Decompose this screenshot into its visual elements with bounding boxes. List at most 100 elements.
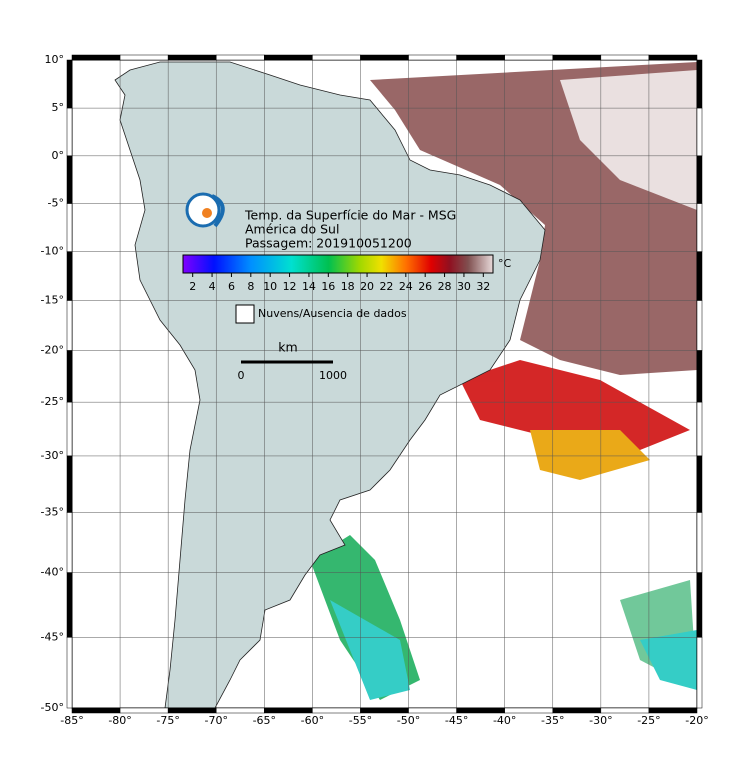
frame-band (66, 637, 73, 709)
frame-band (66, 572, 73, 638)
lon-label: -60° (301, 714, 324, 727)
frame-band (600, 54, 650, 61)
frame-band (696, 300, 703, 351)
sst-patches (310, 62, 697, 700)
frame-band (119, 54, 169, 61)
frame-band (648, 54, 698, 61)
lon-label: -85° (60, 714, 83, 727)
frame-band (264, 707, 313, 714)
frame-band (504, 707, 554, 714)
frame-band (119, 707, 169, 714)
title-line: América do Sul (245, 222, 339, 237)
frame-band (408, 707, 457, 714)
frame-band (696, 350, 703, 403)
frame-band (264, 54, 313, 61)
scale-unit: km (278, 340, 297, 355)
frame-band (66, 155, 73, 204)
colorbar-label: 18 (341, 280, 355, 293)
frame-band (456, 54, 505, 61)
frame-band (215, 54, 265, 61)
colorbar-label: 14 (302, 280, 316, 293)
land (114, 61, 546, 709)
frame-band (66, 512, 73, 573)
colorbar-label: 2 (189, 280, 196, 293)
scale-label: 1000 (319, 369, 347, 382)
frame-band (71, 707, 121, 714)
frame-band (66, 107, 73, 157)
frame-band (648, 707, 698, 714)
frame-band (215, 707, 265, 714)
frame-band (66, 251, 73, 301)
frame-band (167, 54, 217, 61)
colorbar-label: 10 (263, 280, 277, 293)
title-line: Passagem: 201910051200 (245, 236, 412, 251)
colorbar-label: 24 (399, 280, 413, 293)
lat-label: -15° (41, 294, 64, 307)
frame-band (66, 300, 73, 351)
frame-band (360, 54, 409, 61)
frame-band (312, 54, 361, 61)
lon-label: -75° (156, 714, 179, 727)
frame-band (66, 455, 73, 513)
logo (185, 192, 225, 228)
lon-label: -25° (637, 714, 660, 727)
lat-label: -20° (41, 344, 64, 357)
lat-label: -25° (41, 395, 64, 408)
lon-label: -70° (204, 714, 227, 727)
lon-label: -35° (541, 714, 564, 727)
frame-band (66, 401, 73, 457)
frame-band (696, 107, 703, 157)
frame-band (504, 54, 554, 61)
frame-band (696, 59, 703, 109)
colorbar-label: 30 (457, 280, 471, 293)
frame-band (66, 350, 73, 403)
scale-label: 0 (238, 369, 245, 382)
frame-band (552, 54, 602, 61)
title-line: Temp. da Superfície do Mar - MSG (244, 208, 456, 223)
lon-label: -30° (589, 714, 612, 727)
frame-band (696, 512, 703, 573)
frame-band (456, 707, 505, 714)
lat-label: -35° (41, 505, 64, 518)
lon-label: -40° (493, 714, 516, 727)
colorbar-label: 28 (438, 280, 452, 293)
lon-label: -45° (445, 714, 468, 727)
frame-band (312, 707, 361, 714)
colorbar-label: 16 (321, 280, 335, 293)
lat-label: -40° (41, 566, 64, 579)
frame-band (696, 155, 703, 204)
frame-band (696, 572, 703, 638)
colorbar-label: 12 (283, 280, 297, 293)
frame-band (66, 203, 73, 252)
colorbar-unit: °C (498, 257, 512, 270)
lon-label: -80° (108, 714, 131, 727)
lat-label: -30° (41, 449, 64, 462)
lat-label: -10° (41, 245, 64, 258)
colorbar-label: 8 (247, 280, 254, 293)
colorbar-label: 20 (360, 280, 374, 293)
lat-label: 0° (52, 149, 65, 162)
frame-band (696, 251, 703, 301)
lon-label: -20° (685, 714, 708, 727)
lon-label: -50° (397, 714, 420, 727)
lon-label: -65° (253, 714, 276, 727)
colorbar-label: 4 (209, 280, 216, 293)
lat-label: -5° (48, 197, 64, 210)
frame-band (696, 203, 703, 252)
frame-band (552, 707, 602, 714)
frame-band (408, 54, 457, 61)
lat-label: -45° (41, 630, 64, 643)
frame-band (71, 54, 121, 61)
colorbar-label: 22 (379, 280, 393, 293)
lat-label: 10° (45, 53, 65, 66)
frame-band (66, 59, 73, 109)
lon-label: -55° (349, 714, 372, 727)
colorbar-label: 6 (228, 280, 235, 293)
colorbar-label: 26 (418, 280, 432, 293)
lat-label: -50° (41, 701, 64, 714)
frame-band (696, 455, 703, 513)
lat-label: 5° (52, 101, 65, 114)
frame-band (167, 707, 217, 714)
colorbar (182, 254, 494, 274)
